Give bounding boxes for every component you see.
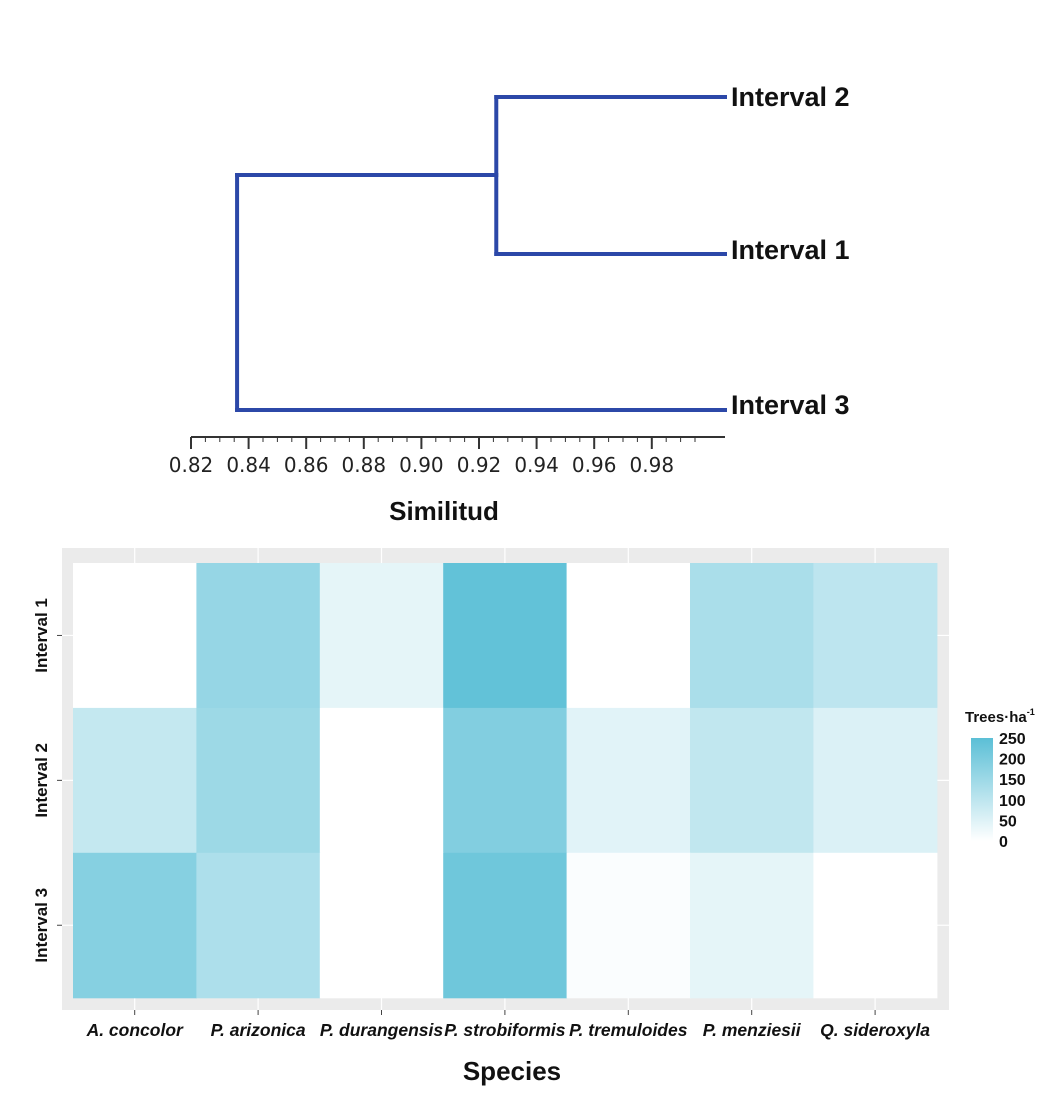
heatmap-cell-interval-2-q-sideroxyla: [813, 707, 938, 854]
similarity-axis-title: Similitud: [389, 496, 499, 526]
species-label-q-sideroxyla: Q. sideroxyla: [820, 1020, 930, 1040]
similarity-axis-ticks: [190, 437, 696, 449]
heatmap-cell-interval-2-p-tremuloides: [566, 707, 691, 854]
species-label-p-tremuloides: P. tremuloides: [569, 1020, 688, 1040]
similarity-tick-label: 0.90: [399, 453, 444, 477]
similarity-tick-label: 0.84: [226, 453, 271, 477]
heatmap-cell-interval-3-q-sideroxyla: [813, 852, 938, 999]
heatmap-interval-labels: Interval 1 Interval 2 Interval 3: [32, 598, 51, 962]
species-label-p-strobiformis: P. strobiformis: [444, 1020, 566, 1040]
legend-title: Trees·ha-1: [965, 707, 1035, 726]
heatmap-cell-interval-3-p-menziesii: [690, 852, 814, 999]
similarity-tick-label: 0.88: [342, 453, 387, 477]
heatmap-cell-interval-1-p-tremuloides: [566, 563, 691, 709]
heatmap-cell-interval-2-a-concolor: [73, 707, 197, 854]
leaf-label-interval-2: Interval 2: [731, 82, 850, 112]
species-label-p-arizonica: P. arizonica: [211, 1020, 306, 1040]
similarity-tick-label: 0.86: [284, 453, 329, 477]
heatmap: A. concolor P. arizonica P. durangensis P. …: [32, 548, 949, 1086]
heatmap-cell-interval-3-p-arizonica: [196, 852, 321, 999]
interval-label-interval-2: Interval 2: [32, 743, 51, 818]
color-legend: Trees·ha-1 250 200 150 100 50 0: [965, 707, 1035, 851]
similarity-tick-label: 0.96: [572, 453, 617, 477]
heatmap-cell-interval-3-a-concolor: [73, 852, 197, 999]
legend-tick-label-50: 50: [999, 813, 1017, 830]
legend-tick-label-150: 150: [999, 772, 1026, 789]
legend-tick-label-200: 200: [999, 752, 1026, 769]
heatmap-cell-interval-3-p-strobiformis: [443, 852, 568, 999]
heatmap-cell-interval-3-p-durangensis: [319, 852, 444, 999]
species-label-p-durangensis: P. durangensis: [320, 1020, 443, 1040]
heatmap-cell-interval-1-p-durangensis: [319, 563, 444, 709]
similarity-tick-label: 0.82: [169, 453, 214, 477]
species-axis-title: Species: [463, 1056, 561, 1086]
heatmap-x-ticks: [134, 1010, 876, 1015]
heatmap-cell-interval-1-p-strobiformis: [443, 563, 568, 709]
leaf-label-interval-3: Interval 3: [731, 390, 850, 420]
interval-label-interval-1: Interval 1: [32, 598, 51, 673]
legend-color-bar: [971, 738, 993, 841]
similarity-tick-label: 0.98: [630, 453, 675, 477]
legend-tick-label-250: 250: [999, 731, 1026, 748]
heatmap-cell-interval-2-p-strobiformis: [443, 707, 568, 854]
leaf-label-interval-1: Interval 1: [731, 235, 850, 265]
legend-tick-label-0: 0: [999, 834, 1008, 851]
legend-tick-labels: 250 200 150 100 50 0: [999, 731, 1026, 851]
species-label-a-concolor: A. concolor: [86, 1020, 184, 1040]
similarity-axis-tick-labels: 0.82 0.84 0.86 0.88 0.90 0.92 0.94 0.96 0.98: [169, 453, 674, 477]
heatmap-cell-interval-3-p-tremuloides: [566, 852, 691, 999]
heatmap-species-labels: A. concolor P. arizonica P. durangensis P. …: [86, 1020, 931, 1040]
dendrogram-branches: [235, 95, 727, 412]
heatmap-cell-interval-2-p-durangensis: [319, 707, 444, 854]
interval-label-interval-3: Interval 3: [32, 888, 51, 963]
heatmap-cell-interval-1-p-arizonica: [196, 563, 321, 709]
heatmap-cell-interval-1-q-sideroxyla: [813, 563, 938, 709]
heatmap-cell-interval-2-p-arizonica: [196, 707, 321, 854]
heatmap-y-ticks: [57, 634, 62, 926]
legend-tick-label-100: 100: [999, 793, 1026, 810]
heatmap-cell-interval-1-p-menziesii: [690, 563, 814, 709]
similarity-axis: 0.82 0.84 0.86 0.88 0.90 0.92 0.94 0.96 0.98: [169, 436, 725, 477]
heatmap-cell-interval-1-a-concolor: [73, 563, 197, 709]
similarity-tick-label: 0.94: [514, 453, 559, 477]
similarity-tick-label: 0.92: [457, 453, 502, 477]
species-label-p-menziesii: P. menziesii: [703, 1020, 802, 1040]
dendrogram: Interval 2 Interval 1 Interval 3 0.82 0.8…: [169, 82, 850, 526]
heatmap-cell-interval-2-p-menziesii: [690, 707, 814, 854]
heatmap-cells: [73, 563, 938, 999]
dendrogram-leaf-labels: Interval 2 Interval 1 Interval 3: [731, 82, 850, 420]
